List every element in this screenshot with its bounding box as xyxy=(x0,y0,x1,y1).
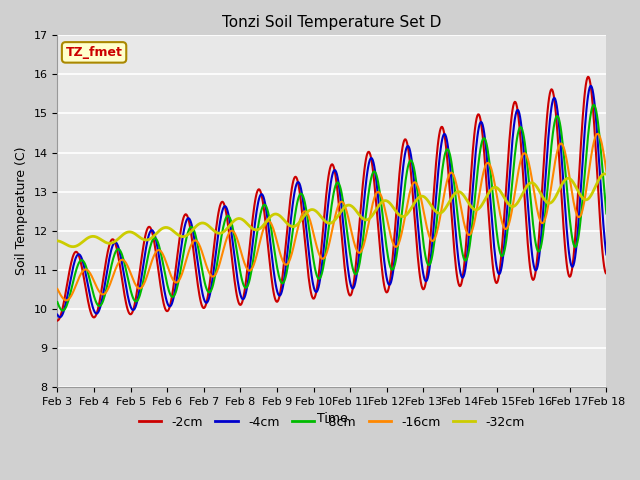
Title: Tonzi Soil Temperature Set D: Tonzi Soil Temperature Set D xyxy=(222,15,442,30)
Legend: -2cm, -4cm, -8cm, -16cm, -32cm: -2cm, -4cm, -8cm, -16cm, -32cm xyxy=(134,410,530,433)
Y-axis label: Soil Temperature (C): Soil Temperature (C) xyxy=(15,147,28,276)
Text: TZ_fmet: TZ_fmet xyxy=(66,46,122,59)
X-axis label: Time: Time xyxy=(317,412,348,425)
